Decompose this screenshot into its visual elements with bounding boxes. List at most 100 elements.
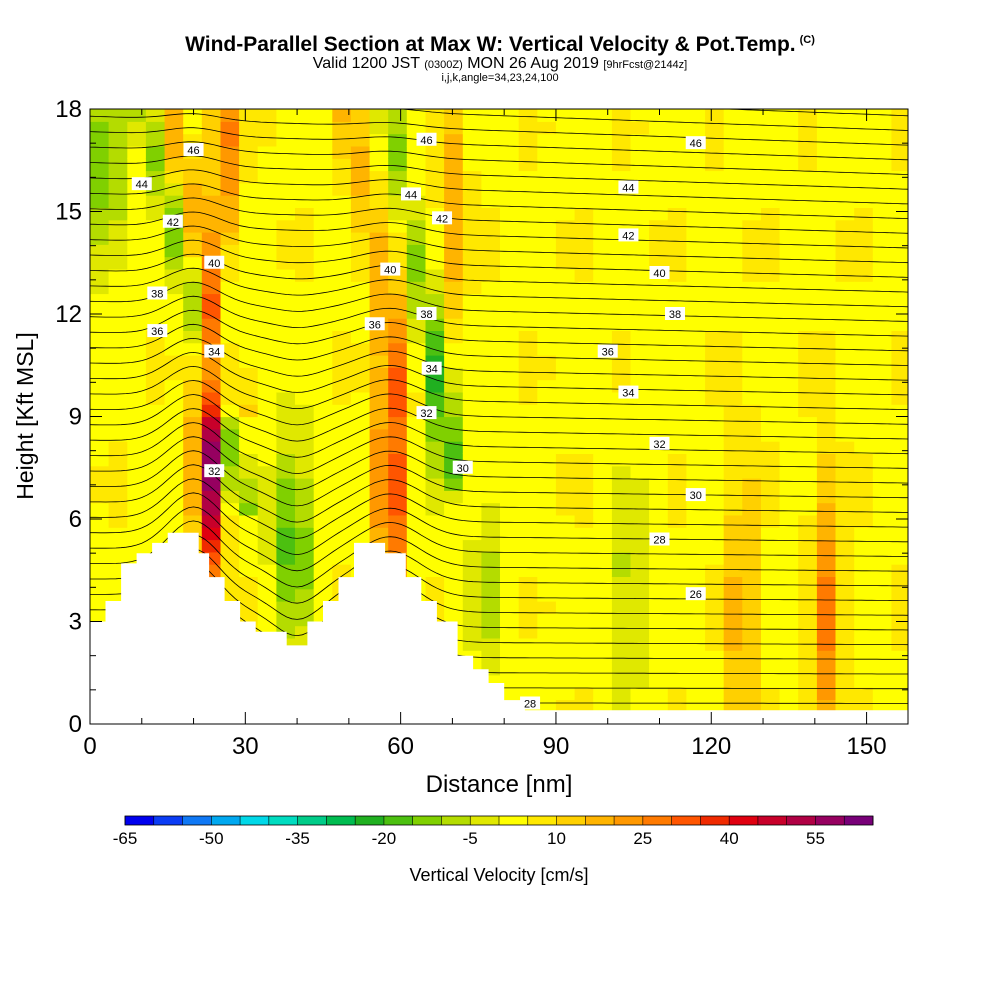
velocity-cell [798,539,818,553]
velocity-cell [425,502,445,516]
velocity-cell [835,514,855,528]
colorbar-tick-label: -65 [113,829,138,848]
velocity-cell [406,478,426,491]
velocity-cell [835,502,855,516]
velocity-cell [332,158,352,172]
velocity-cell [686,318,706,331]
velocity-cell [667,613,687,627]
velocity-cell [201,527,221,541]
velocity-cell [686,613,706,627]
velocity-cell [555,170,576,184]
velocity-cell [295,441,315,454]
velocity-cell [406,514,426,528]
colorbar-swatch [125,816,155,825]
velocity-cell [761,158,781,172]
velocity-cell [555,490,576,504]
velocity-cell [649,637,669,651]
velocity-cell [164,318,184,331]
velocity-cell [127,539,147,553]
velocity-cell [276,256,296,270]
velocity-cell [220,342,240,356]
velocity-cell [444,342,464,356]
velocity-cell [835,453,855,467]
velocity-cell [779,551,799,565]
velocity-cell [705,588,725,602]
contour-label-text: 30 [690,490,702,502]
velocity-cell [555,625,576,639]
velocity-cell [611,699,632,713]
velocity-cell [90,601,110,614]
velocity-cell [332,514,352,528]
velocity-cell [742,379,762,393]
velocity-cell [891,232,908,245]
velocity-cell [220,527,240,541]
velocity-cell [295,133,315,147]
velocity-cell [649,564,669,577]
velocity-cell [257,293,277,307]
velocity-cell [388,158,408,172]
isentrope-line [90,295,908,337]
velocity-cell [518,601,538,614]
velocity-cell [406,318,426,331]
velocity-cell [164,305,184,319]
velocity-cell [649,416,669,430]
velocity-cell [295,404,315,418]
velocity-cell [667,318,687,331]
velocity-cell [854,232,874,245]
velocity-cell [574,637,594,651]
velocity-cell [444,588,464,602]
velocity-cell [872,121,892,135]
contour-label-text: 28 [653,535,665,547]
velocity-cell [891,109,908,110]
velocity-cell [649,158,669,172]
velocity-cell [593,182,613,196]
velocity-cell [295,539,315,553]
contour-label-text: 40 [384,265,396,277]
velocity-cell [462,588,482,602]
contour-label-text: 44 [622,183,634,195]
velocity-cell [201,330,221,344]
velocity-cell [686,244,706,258]
velocity-cell [295,145,315,159]
velocity-cell [444,551,464,565]
velocity-cell [798,367,818,381]
velocity-cell [406,256,426,270]
velocity-cell [816,145,837,159]
velocity-cell [667,195,687,208]
velocity-cell [406,551,426,565]
velocity-cell [90,281,110,295]
velocity-cell [611,514,632,528]
velocity-cell [872,182,892,196]
velocity-cell [593,687,613,700]
velocity-cell [164,490,184,504]
velocity-cell [611,490,632,504]
velocity-cell [239,195,259,208]
contour-label-bg [685,488,706,502]
velocity-cell [332,367,352,381]
velocity-cell [518,182,538,196]
velocity-cell [891,539,908,553]
velocity-cell [350,379,371,393]
velocity-cell [779,170,799,184]
velocity-cell [686,539,706,553]
velocity-cell [872,428,892,442]
velocity-cell [201,121,221,135]
velocity-cell [295,355,315,368]
velocity-cell [425,293,445,307]
velocity-cell [145,232,166,245]
isentrope-line [90,408,908,458]
velocity-cell [779,109,799,122]
velocity-cell [872,465,892,479]
velocity-cell [500,244,520,258]
velocity-cell [872,404,892,418]
velocity-cell [369,293,389,307]
velocity-cell [164,256,184,270]
velocity-cell [872,687,892,700]
velocity-cell [779,539,799,553]
velocity-cell [555,219,576,233]
velocity-cell [406,170,426,184]
velocity-cell [276,219,296,233]
velocity-cell [90,428,110,442]
velocity-cell [257,539,277,553]
velocity-cell [108,391,128,405]
